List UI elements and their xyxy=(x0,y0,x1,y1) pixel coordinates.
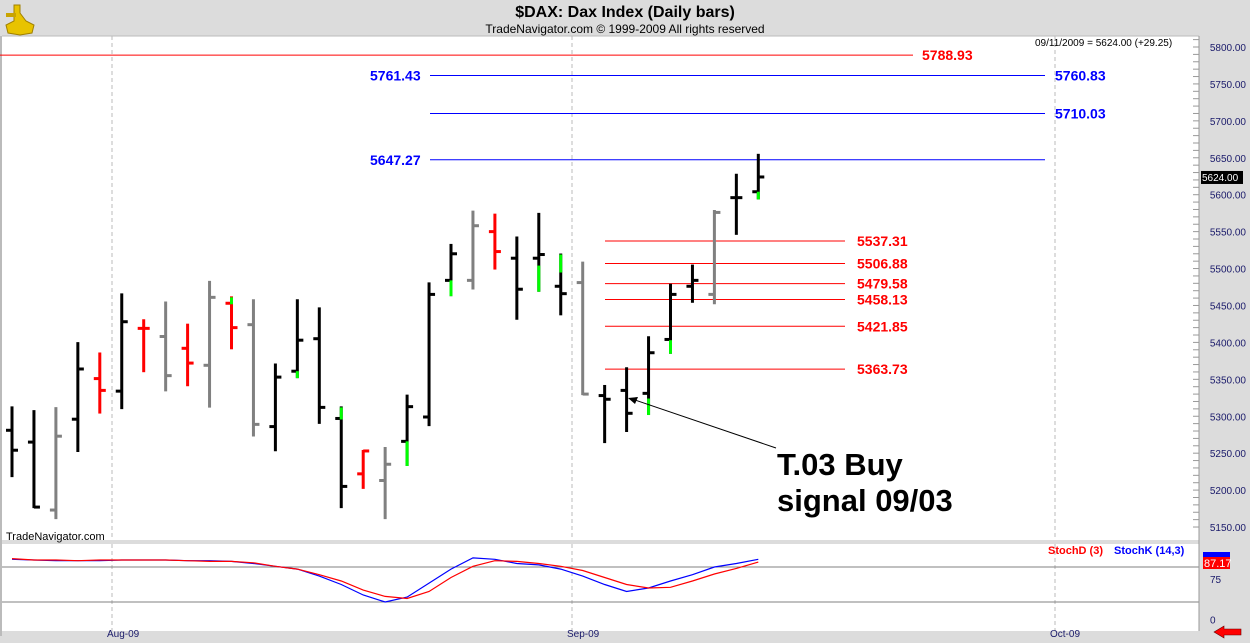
ohlc-bar xyxy=(664,283,677,354)
panel-left-border xyxy=(0,36,2,636)
ohlc-bar xyxy=(620,367,633,433)
y-tick-label: 5550.00 xyxy=(1210,228,1247,239)
axis-background xyxy=(1199,36,1250,632)
level-lines: 5788.93 5760.83 5761.43 5710.03 5647.27 5537.… xyxy=(0,47,1106,377)
annotation-line1: T.03 Buy xyxy=(777,447,904,482)
grid xyxy=(2,36,1199,631)
x-tick-label: Aug-09 xyxy=(107,629,140,640)
red-left-arrow-icon xyxy=(1213,625,1242,639)
level-label: 5421.85 xyxy=(857,318,908,334)
y-tick-label: 5500.00 xyxy=(1210,265,1247,276)
level-label: 5458.13 xyxy=(857,291,908,307)
ohlc-bar xyxy=(401,394,414,466)
y-tick-label: 5400.00 xyxy=(1210,338,1247,349)
y-tick-label: 5350.00 xyxy=(1210,375,1247,386)
y-tick-label: 5150.00 xyxy=(1210,523,1247,534)
ohlc-bar xyxy=(6,406,18,478)
ohlc-bar xyxy=(510,236,523,320)
price-bars xyxy=(6,153,765,520)
chart-subtitle: TradeNavigator.com © 1999-2009 All right… xyxy=(485,22,764,36)
annotation-arrowhead-icon xyxy=(628,397,638,404)
current-price-box xyxy=(1201,170,1243,184)
ohlc-bar xyxy=(532,212,545,292)
stochk-last-box xyxy=(1203,552,1230,558)
ohlc-bar xyxy=(71,342,84,452)
level-label: 5760.83 xyxy=(1055,67,1106,83)
stochd-last-box xyxy=(1203,557,1230,569)
ohlc-bar xyxy=(291,299,304,379)
y-tick-label: 5650.00 xyxy=(1210,154,1247,165)
y-tick-label: 5800.00 xyxy=(1210,43,1247,54)
ohlc-bar xyxy=(576,261,589,396)
stoch-tick-label: 0 xyxy=(1210,616,1216,627)
level-label: 5537.31 xyxy=(857,233,908,249)
legend-stochk: StochK (14,3) xyxy=(1114,545,1185,557)
level-label-left: 5647.27 xyxy=(370,152,421,168)
watermark-text: TradeNavigator.com xyxy=(6,531,105,543)
x-tick-label: Sep-09 xyxy=(567,629,600,640)
ohlc-bar xyxy=(269,363,282,452)
chart-title: $DAX: Dax Index (Daily bars) xyxy=(515,4,735,21)
ohlc-bar xyxy=(137,319,150,373)
x-tick-label: Oct-09 xyxy=(1050,629,1080,640)
ohlc-bar xyxy=(49,407,62,520)
price-panel[interactable] xyxy=(2,36,1199,540)
stochd-line xyxy=(11,558,759,600)
ohlc-bar xyxy=(335,406,348,509)
ohlc-bar xyxy=(203,280,216,408)
y-tick-label: 5250.00 xyxy=(1210,449,1247,460)
ohlc-bar xyxy=(357,449,370,489)
ohlc-bar xyxy=(93,352,106,414)
ohlc-bar xyxy=(598,384,611,444)
legend-stochd: StochD (3) xyxy=(1048,545,1103,557)
ohlc-bar xyxy=(554,253,567,316)
ohlc-bar xyxy=(181,323,194,387)
level-label: 5710.03 xyxy=(1055,105,1106,121)
ohlc-bar xyxy=(379,447,392,520)
ohlc-bar xyxy=(730,173,743,235)
ohlc-bar xyxy=(313,307,326,424)
level-label: 5363.73 xyxy=(857,361,908,377)
ohlc-bar xyxy=(642,336,655,416)
annotation-arrow-line xyxy=(631,398,777,449)
current-price-label: 5624.00 xyxy=(1202,173,1239,184)
level-label-left: 5761.43 xyxy=(370,67,421,83)
y-tick-label: 5450.00 xyxy=(1210,301,1247,312)
ohlc-bar xyxy=(708,209,721,305)
price-axis: 5800.00 5750.00 5700.00 5650.00 5600.00 5550.… xyxy=(1193,36,1250,632)
ohlc-bar xyxy=(115,293,128,410)
y-tick-label: 5300.00 xyxy=(1210,412,1247,423)
ohlc-bar xyxy=(686,264,699,303)
info-readout: 09/11/2009 = 5624.00 (+29.25) xyxy=(1035,38,1172,49)
stochastic-lines xyxy=(11,557,759,603)
sextant-icon xyxy=(5,4,35,36)
level-label: 5788.93 xyxy=(922,47,973,63)
stochd-last-label: 87.17 xyxy=(1204,558,1232,570)
ohlc-bar xyxy=(466,210,479,290)
level-label: 5506.88 xyxy=(857,255,908,271)
time-axis: Aug-09 Sep-09 Oct-09 xyxy=(107,629,1080,640)
ohlc-bar xyxy=(159,301,172,392)
ohlc-bar xyxy=(225,296,238,350)
ohlc-bar xyxy=(247,299,260,437)
annotation-line2: signal 09/03 xyxy=(777,483,953,518)
y-tick-label: 5600.00 xyxy=(1210,191,1247,202)
y-tick-label: 5750.00 xyxy=(1210,80,1247,91)
level-label: 5479.58 xyxy=(857,276,908,292)
back-button[interactable] xyxy=(1213,625,1242,639)
ohlc-bar xyxy=(752,153,765,200)
stoch-tick-label: 75 xyxy=(1210,575,1222,586)
ohlc-bar xyxy=(27,410,40,509)
ohlc-bar xyxy=(488,213,501,270)
logo[interactable] xyxy=(5,4,35,36)
stochastic-panel[interactable] xyxy=(2,544,1199,631)
sextant-arm xyxy=(6,13,16,17)
ohlc-bar xyxy=(423,282,436,427)
y-tick-label: 5700.00 xyxy=(1210,117,1247,128)
ohlc-bar xyxy=(445,243,457,297)
y-tick-label: 5200.00 xyxy=(1210,486,1247,497)
